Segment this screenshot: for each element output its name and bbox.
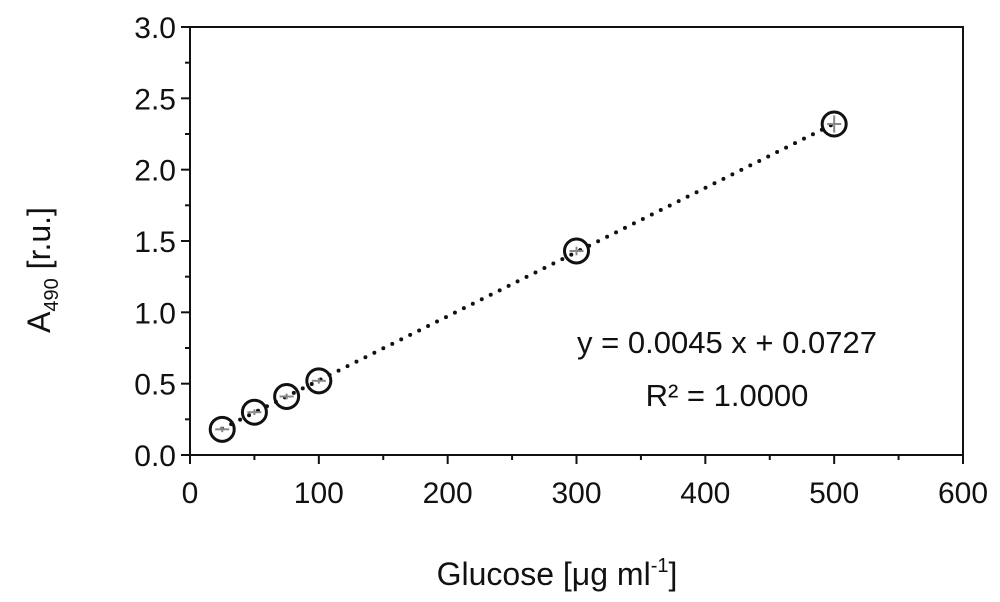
data-point (208, 415, 236, 443)
x-tick-label: 0 (182, 477, 199, 510)
data-point (305, 367, 333, 395)
x-tick-label: 300 (551, 477, 601, 510)
data-point (273, 383, 301, 411)
y-tick-label: 2.0 (134, 155, 176, 188)
x-tick-label: 600 (938, 477, 988, 510)
data-points (208, 110, 848, 443)
data-point (820, 110, 848, 138)
x-tick-label: 400 (680, 477, 730, 510)
data-point (240, 398, 268, 426)
y-axis-title: A490 [r.u.] (21, 207, 63, 333)
plot-frame (189, 26, 964, 456)
y-tick-label: 3.0 (134, 12, 176, 45)
ticks (181, 26, 964, 464)
y-tick-label: 0.0 (134, 440, 176, 473)
data-point (563, 237, 590, 265)
regression-equation: y = 0.0045 x + 0.0727 (577, 325, 877, 360)
x-tick-label: 500 (809, 477, 859, 510)
y-tick-label: 1.0 (134, 297, 176, 330)
trendline (220, 121, 837, 431)
tick-labels: 0.0 0.5 1.0 1.5 2.0 2.5 3.0 0 100 200 300 400 500 600 (134, 12, 988, 510)
r-squared-label: R² = 1.0000 (646, 378, 809, 413)
x-tick-label: 200 (423, 477, 473, 510)
y-tick-label: 0.5 (134, 369, 176, 402)
y-tick-label: 2.5 (134, 83, 176, 116)
y-tick-label: 1.5 (134, 226, 176, 259)
x-axis-title: Glucose [μg ml-1] (437, 555, 678, 592)
trendline-group (220, 121, 837, 431)
axes (189, 26, 964, 456)
x-tick-label: 100 (294, 477, 344, 510)
